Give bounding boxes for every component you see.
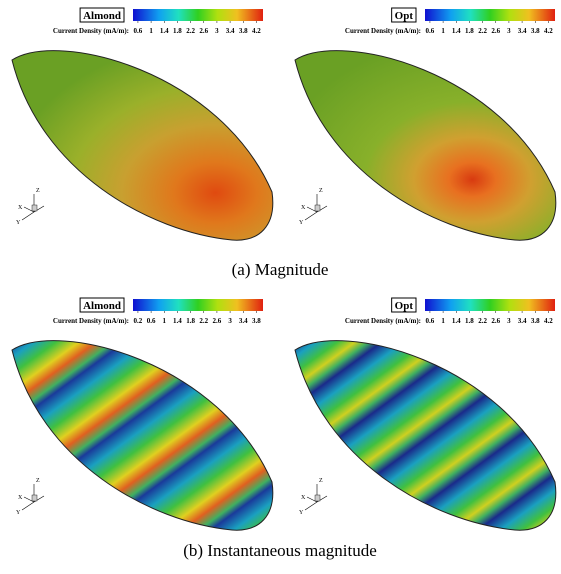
axis-label: X	[18, 205, 23, 211]
axis-y	[22, 212, 34, 220]
colorbar-tick-label: 0.6	[147, 317, 156, 325]
surface	[295, 51, 556, 240]
colorbar-tick-label: 1.8	[465, 317, 474, 325]
figure: (a) Magnitude (b) Instantaneous magnitud…	[0, 0, 561, 574]
colorbar-tick-label: 2.6	[491, 317, 500, 325]
colorbar	[133, 299, 263, 311]
axis-cube	[315, 205, 320, 211]
colorbar-tick-label: 2.2	[478, 317, 487, 325]
colorbar-tick-label: 2.2	[199, 317, 208, 325]
colorbar	[425, 9, 555, 21]
axis-label: Z	[36, 478, 40, 484]
axis-label: Z	[36, 188, 40, 194]
colorbar-tick-label: 2.2	[186, 27, 195, 35]
colorbar-tick-label: 1.8	[186, 317, 195, 325]
panel-label: Opt	[395, 300, 414, 312]
colorbar-tick-label: 2.6	[199, 27, 208, 35]
panel-label: Opt	[395, 10, 414, 22]
colorbar-tick-label: 1.4	[452, 317, 461, 325]
colorbar-tick-label: 2.6	[213, 317, 222, 325]
colorbar-title: Current Density (mA/m):	[345, 317, 421, 325]
surface	[295, 341, 556, 530]
caption: (b) Instantaneous magnitude	[183, 541, 377, 560]
colorbar-tick-label: 1.4	[452, 27, 461, 35]
colorbar	[133, 9, 263, 21]
axis-label: Z	[319, 188, 323, 194]
axis-label: Y	[299, 510, 304, 516]
colorbar-title: Current Density (mA/m):	[345, 27, 421, 35]
colorbar-tick-label: 1.4	[173, 317, 182, 325]
colorbar-tick-label: 3.4	[518, 27, 527, 35]
colorbar-tick-label: 3	[507, 317, 511, 325]
caption: (a) Magnitude	[232, 260, 329, 279]
colorbar-tick-label: 1.8	[173, 27, 182, 35]
panel-label: Almond	[83, 10, 121, 22]
axis-y	[305, 502, 317, 510]
colorbar-tick-label: 3	[228, 317, 232, 325]
colorbar-tick-label: 4.2	[252, 27, 261, 35]
axis-y	[22, 502, 34, 510]
colorbar-tick-label: 3.8	[531, 27, 540, 35]
axis-cube	[32, 495, 37, 501]
colorbar-tick-label: 1	[441, 317, 445, 325]
colorbar-tick-label: 4.2	[544, 317, 553, 325]
colorbar-tick-label: 3	[507, 27, 511, 35]
colorbar-tick-label: 3.8	[531, 317, 540, 325]
axis-label: X	[301, 495, 306, 501]
colorbar-tick-label: 3	[215, 27, 219, 35]
axis-y	[305, 212, 317, 220]
axis-label: Y	[16, 220, 21, 226]
axis-label: Z	[319, 478, 323, 484]
axis-label: X	[301, 205, 306, 211]
colorbar-tick-label: 3.4	[518, 317, 527, 325]
colorbar-tick-label: 2.6	[491, 27, 500, 35]
axis-cube	[32, 205, 37, 211]
colorbar-tick-label: 3.8	[252, 317, 261, 325]
colorbar-title: Current Density (mA/m):	[53, 317, 129, 325]
axis-label: Y	[16, 510, 21, 516]
colorbar-tick-label: 1	[163, 317, 167, 325]
colorbar-tick-label: 3.4	[239, 317, 248, 325]
colorbar-tick-label: 1.8	[465, 27, 474, 35]
colorbar-tick-label: 0.6	[426, 27, 435, 35]
colorbar-tick-label: 0.2	[134, 317, 143, 325]
colorbar-title: Current Density (mA/m):	[53, 27, 129, 35]
colorbar	[425, 299, 555, 311]
panel-label: Almond	[83, 300, 121, 312]
colorbar-tick-label: 1	[149, 27, 153, 35]
colorbar-tick-label: 3.4	[226, 27, 235, 35]
surface	[12, 51, 273, 240]
axis-cube	[315, 495, 320, 501]
colorbar-tick-label: 2.2	[478, 27, 487, 35]
colorbar-tick-label: 1	[441, 27, 445, 35]
surface	[12, 341, 273, 530]
colorbar-tick-label: 0.6	[134, 27, 143, 35]
colorbar-tick-label: 0.6	[426, 317, 435, 325]
colorbar-tick-label: 4.2	[544, 27, 553, 35]
axis-label: X	[18, 495, 23, 501]
colorbar-tick-label: 3.8	[239, 27, 248, 35]
colorbar-tick-label: 1.4	[160, 27, 169, 35]
axis-label: Y	[299, 220, 304, 226]
